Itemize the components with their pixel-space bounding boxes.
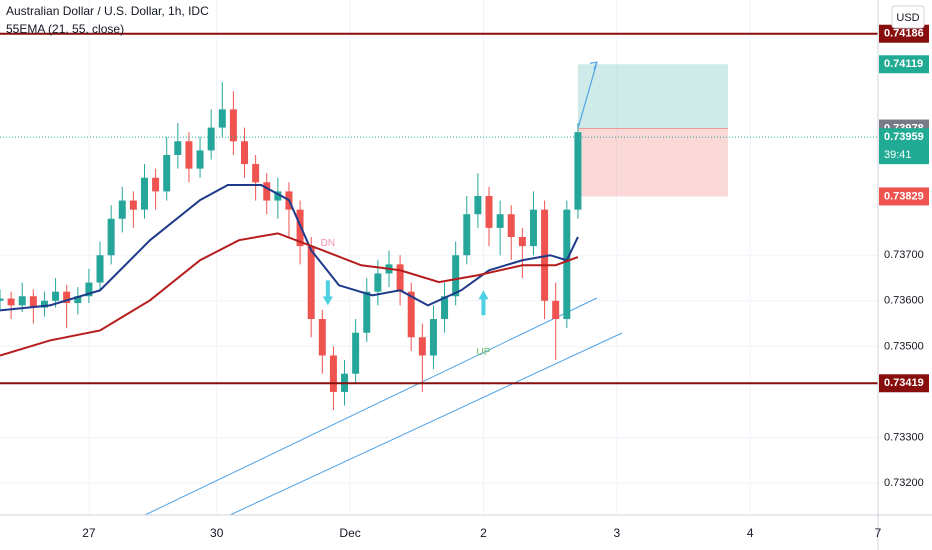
candle-body (229, 109, 237, 142)
candle-body (485, 195, 493, 228)
candle-body (418, 337, 426, 356)
loss-zone (577, 128, 728, 197)
candle-body (252, 164, 260, 183)
chart-title: Australian Dollar / U.S. Dollar, 1h, IDC (6, 4, 209, 18)
candle-body (474, 195, 482, 215)
candle-body (0, 298, 4, 301)
indicator-label: 55EMA (21, 55, close) (6, 22, 124, 36)
signal-arrow-head (478, 290, 489, 300)
y-tick-label: 0.73700 (884, 249, 924, 261)
y-tick-label: 0.73500 (884, 340, 924, 352)
candle-body (241, 141, 249, 165)
candle-body (407, 291, 415, 338)
candle-body (429, 319, 437, 356)
candle-body (452, 255, 460, 297)
candle-body (140, 177, 148, 210)
signal-arrow-head (322, 296, 333, 306)
candle-body (85, 282, 93, 297)
price-label: 0.74186 (884, 28, 924, 40)
price-label: 0.73419 (884, 377, 924, 389)
currency-button[interactable] (891, 5, 925, 29)
price-label-box (879, 374, 929, 393)
candle-body (74, 296, 82, 304)
y-tick-label: 0.73300 (884, 431, 924, 443)
candle-body (463, 214, 471, 256)
trend-line (144, 297, 598, 516)
price-label: 0.74119 (884, 58, 923, 70)
candle-body (152, 177, 160, 192)
candle-body (329, 355, 337, 392)
plot: DN UP (0, 32, 878, 516)
candle-body (163, 154, 171, 192)
x-tick-label: 27 (82, 526, 96, 540)
candle-body (318, 319, 326, 356)
projection-arrow (577, 62, 598, 129)
candle-body (496, 214, 504, 228)
candle-body (518, 236, 526, 247)
price-label-box (879, 128, 929, 165)
candle-body (196, 150, 204, 169)
candle-body (529, 209, 537, 247)
candle-body (218, 109, 226, 128)
candle-body (118, 200, 126, 219)
candle-body (307, 246, 315, 320)
candle-body (352, 332, 360, 374)
candle-body (274, 191, 282, 201)
candle-body (396, 264, 404, 292)
signal-arrow (481, 298, 486, 316)
candle-body (18, 296, 26, 306)
price-label: 0.73829 (884, 190, 924, 202)
x-tick-label: 2 (480, 526, 487, 540)
candle-body (207, 127, 215, 151)
candle-body (574, 132, 582, 210)
x-tick-label: 30 (210, 526, 224, 540)
countdown-label: 39:41 (884, 149, 912, 161)
x-tick-label: 3 (613, 526, 620, 540)
candle-body (40, 300, 48, 308)
x-tick-label: 4 (747, 526, 754, 540)
y-tick-label: 0.73200 (884, 477, 924, 489)
signal-label: DN (321, 238, 335, 249)
candle-body (563, 209, 571, 320)
price-label-box (879, 24, 929, 43)
price-label: 0.73959 (884, 131, 924, 143)
candle-body (296, 209, 304, 247)
candle-body (52, 291, 60, 301)
candle-body (107, 218, 115, 256)
candle-body (63, 291, 71, 304)
ema-line (0, 232, 579, 357)
candle-body (174, 141, 182, 155)
price-label-box (879, 187, 929, 206)
candle-body (129, 200, 137, 210)
candle-body (441, 296, 449, 320)
candle-body (507, 214, 515, 237)
trend-line (229, 332, 623, 516)
currency-label: USD (896, 12, 919, 24)
candle-body (363, 291, 371, 333)
profit-zone (577, 64, 728, 129)
candle-body (29, 296, 37, 308)
x-tick-label: 7 (875, 526, 882, 540)
x-tick-label: Dec (339, 526, 360, 540)
signal-label: UP (477, 347, 491, 358)
y-tick-label: 0.73600 (884, 295, 924, 307)
price-label-box (879, 55, 929, 74)
signal-arrow (325, 280, 330, 298)
candle-body (185, 141, 193, 169)
ema-line (0, 184, 579, 312)
projection-arrow-head (589, 61, 598, 70)
candle-body (552, 300, 560, 320)
candle-body (263, 182, 271, 201)
candle-body (374, 273, 382, 292)
candle-body (96, 255, 104, 283)
candle-body (7, 298, 15, 306)
